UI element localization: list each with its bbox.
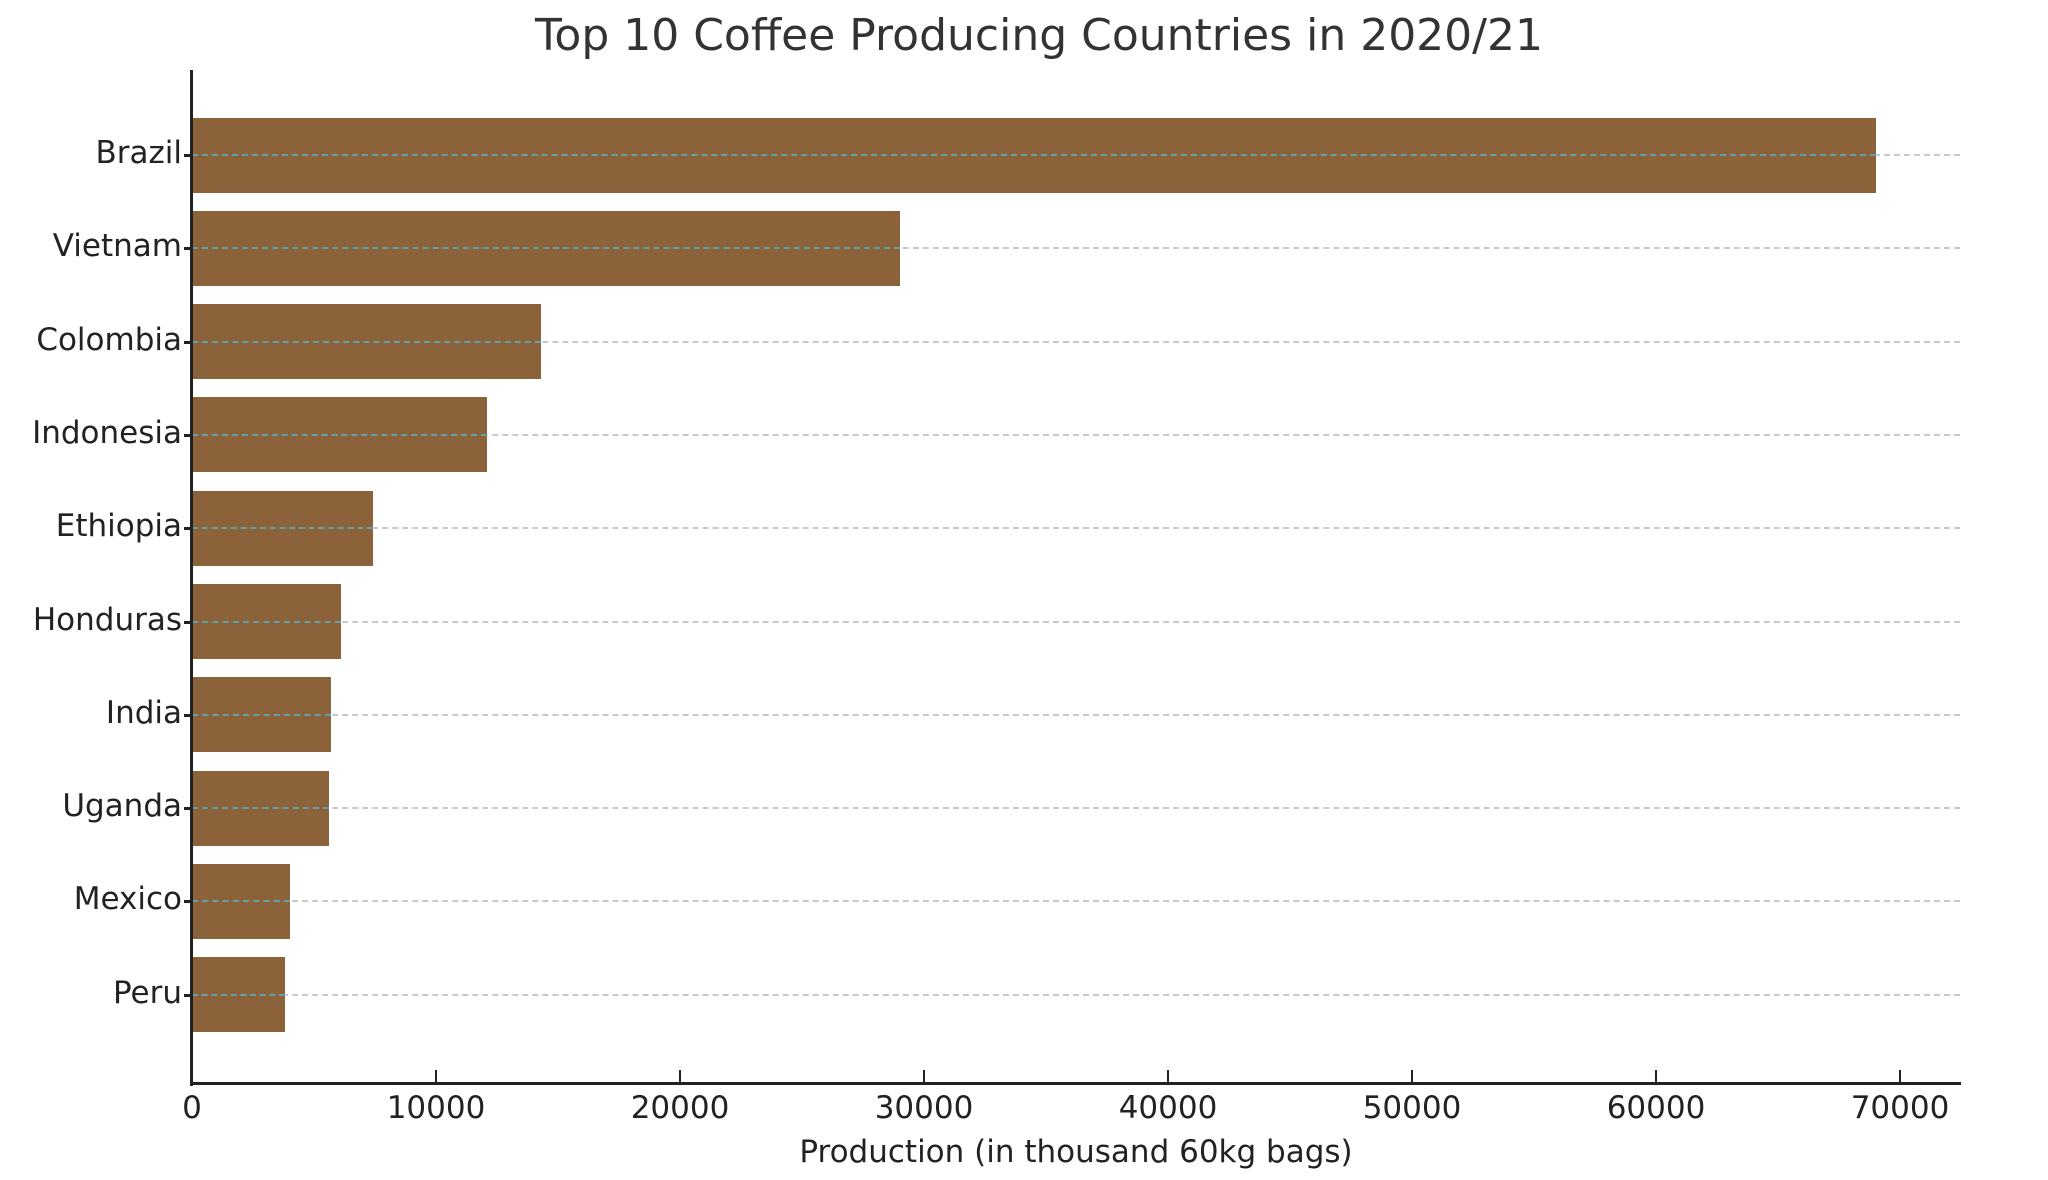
y-tick <box>184 807 192 811</box>
x-tick-label: 60000 <box>1606 1090 1706 1126</box>
y-tick-label: Colombia <box>36 321 182 358</box>
gridline <box>192 713 1960 716</box>
gridline-over-bar <box>192 154 1876 156</box>
x-tick <box>435 1070 437 1083</box>
x-tick-label: 40000 <box>1118 1090 1218 1126</box>
gridline <box>192 340 1960 343</box>
y-tick-label: India <box>105 694 182 731</box>
gridline <box>192 900 1960 903</box>
gridline <box>192 993 1960 996</box>
y-tick <box>184 433 192 437</box>
x-tick-label: 10000 <box>386 1090 486 1126</box>
gridline-over-bar <box>192 527 373 530</box>
y-tick-label: Ethiopia <box>55 508 182 545</box>
x-axis-title: Production (in thousand 60kg bags) <box>799 1134 1353 1170</box>
x-tick <box>923 1070 925 1083</box>
gridline-over-bar <box>192 247 900 250</box>
y-tick-label: Honduras <box>32 601 182 638</box>
x-tick-label: 70000 <box>1850 1090 1950 1126</box>
chart-title: Top 10 Coffee Producing Countries in 202… <box>535 10 1543 61</box>
y-tick <box>184 340 192 344</box>
x-tick <box>1655 1070 1657 1083</box>
x-tick <box>1167 1070 1169 1083</box>
y-tick <box>184 713 192 717</box>
gridline <box>192 807 1960 810</box>
y-tick <box>184 900 192 904</box>
gridline <box>192 527 1960 530</box>
gridline-over-bar <box>192 807 329 810</box>
x-tick <box>679 1070 681 1083</box>
y-tick-label: Brazil <box>95 135 182 171</box>
gridline-over-bar <box>192 433 488 436</box>
x-tick <box>1411 1070 1413 1083</box>
gridline-over-bar <box>192 713 332 716</box>
gridline-over-bar <box>192 900 290 903</box>
plot-area <box>192 70 1960 1084</box>
y-tick <box>184 527 192 531</box>
x-tick <box>1899 1070 1901 1083</box>
gridline <box>192 620 1960 623</box>
x-axis-line <box>190 1082 1961 1085</box>
x-tick-label: 0 <box>182 1090 202 1126</box>
y-tick-label: Indonesia <box>32 414 182 451</box>
gridline-over-bar <box>192 993 285 996</box>
y-tick-label: Mexico <box>73 881 182 918</box>
gridline-over-bar <box>192 340 541 343</box>
x-tick <box>191 1070 193 1083</box>
y-tick <box>184 247 192 251</box>
gridline <box>192 247 1960 250</box>
y-axis-line <box>190 70 193 1086</box>
gridline-over-bar <box>192 620 341 623</box>
y-tick <box>184 620 192 624</box>
y-tick <box>184 154 192 157</box>
y-tick-label: Peru <box>112 974 182 1011</box>
x-tick-label: 50000 <box>1362 1090 1462 1126</box>
x-tick-label: 30000 <box>874 1090 974 1126</box>
x-tick-label: 20000 <box>630 1090 730 1126</box>
y-tick-label: Vietnam <box>52 228 182 265</box>
gridline <box>192 433 1960 436</box>
y-tick <box>184 993 192 997</box>
y-tick-label: Uganda <box>62 788 182 825</box>
